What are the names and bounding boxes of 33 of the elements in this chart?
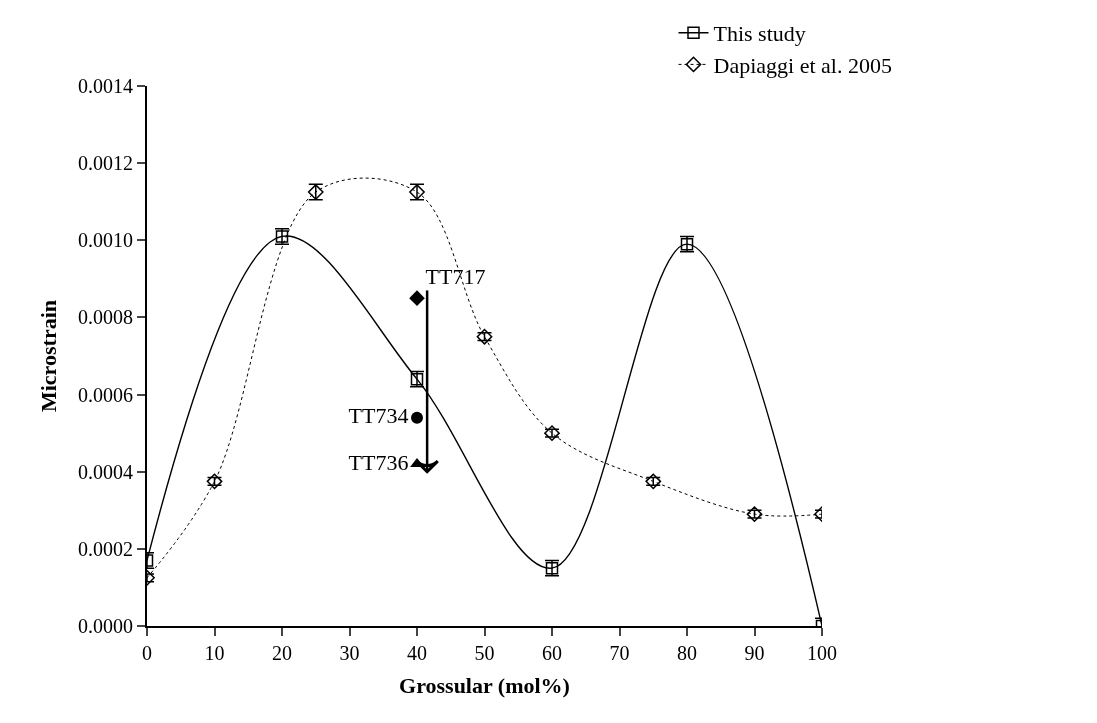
legend-label: Dapiaggi et al. 2005 xyxy=(713,52,892,78)
x-tick-label: 60 xyxy=(542,642,562,664)
x-tick-label: 70 xyxy=(609,642,630,664)
x-tick-label: 100 xyxy=(807,642,837,664)
point xyxy=(476,328,493,345)
series-label: TT736 xyxy=(348,449,409,475)
x-tick-label: 80 xyxy=(677,642,697,664)
y-axis-title: Microstrain xyxy=(36,299,62,413)
series-label: TT717 xyxy=(425,264,486,290)
point xyxy=(411,411,423,424)
y-tick-label: 0.0010 xyxy=(78,229,133,252)
x-axis-title: Grossular (mol%) xyxy=(399,673,570,699)
x-tick-label: 20 xyxy=(272,642,292,664)
point xyxy=(206,473,223,490)
y-tick-label: 0.0000 xyxy=(78,615,133,637)
x-tick-label: 40 xyxy=(407,642,427,664)
point xyxy=(544,425,560,442)
point xyxy=(645,473,662,490)
x-tick-label: 30 xyxy=(339,642,360,664)
series-label: TT734 xyxy=(348,403,409,429)
point xyxy=(746,506,763,523)
y-tick-label: 0.0002 xyxy=(78,537,133,560)
point xyxy=(409,290,425,306)
x-tick-label: 50 xyxy=(474,642,495,664)
y-tick-label: 0.0012 xyxy=(78,152,133,175)
x-tick-label: 90 xyxy=(744,642,765,664)
x-tick-label: 10 xyxy=(204,642,225,664)
y-tick-label: 0.0004 xyxy=(78,460,133,483)
legend-label: This study xyxy=(713,21,806,47)
y-tick-label: 0.0006 xyxy=(78,383,133,406)
x-tick-label: 0 xyxy=(142,642,152,664)
y-tick-label: 0.0008 xyxy=(78,306,133,329)
y-tick-label: 0.0014 xyxy=(78,75,133,97)
